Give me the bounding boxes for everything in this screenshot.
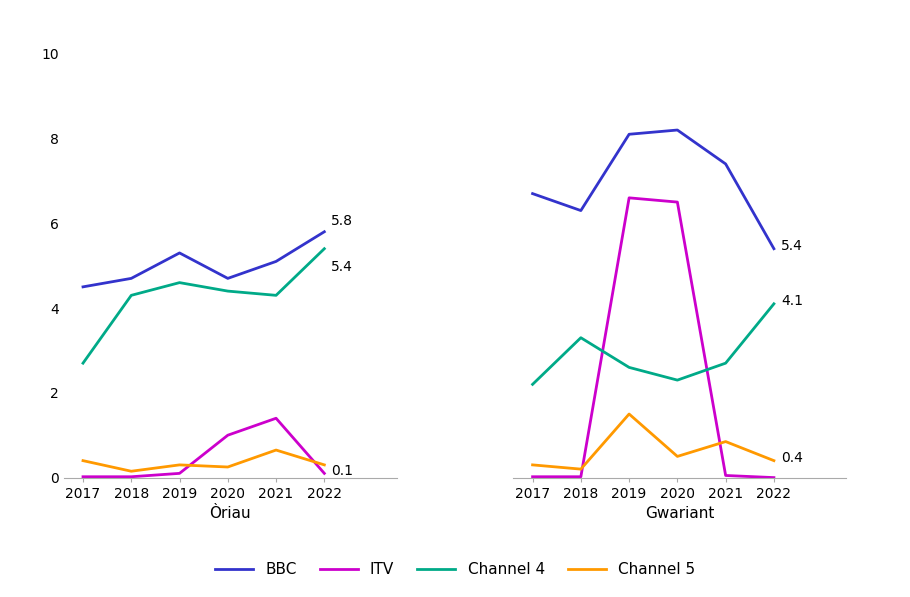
BBC (126, 275, 136, 282)
Channel 5 (77, 457, 88, 464)
Channel 4 (270, 292, 281, 299)
ITV (527, 473, 538, 481)
Channel 5 (126, 467, 136, 475)
ITV (270, 415, 281, 422)
Channel 4 (527, 381, 538, 388)
Channel 5 (623, 411, 634, 418)
ITV (623, 194, 634, 201)
Text: 5.4: 5.4 (781, 239, 803, 253)
BBC (720, 161, 731, 168)
ITV (77, 473, 88, 481)
Line: BBC: BBC (83, 232, 324, 287)
Channel 4 (77, 359, 88, 367)
Text: 5.8: 5.8 (331, 214, 353, 227)
Channel 4 (222, 288, 233, 295)
Channel 5 (527, 461, 538, 469)
ITV (768, 474, 779, 481)
Channel 5 (318, 461, 329, 469)
Channel 5 (720, 438, 731, 445)
BBC (77, 283, 88, 290)
Line: BBC: BBC (532, 130, 774, 249)
BBC (623, 131, 634, 138)
BBC (768, 245, 779, 253)
ITV (318, 470, 329, 477)
Channel 5 (222, 463, 233, 470)
Text: 0.4: 0.4 (781, 451, 803, 465)
Channel 5 (672, 453, 682, 460)
ITV (222, 432, 233, 439)
Channel 4 (575, 334, 586, 341)
Channel 4 (318, 245, 329, 253)
BBC (270, 258, 281, 265)
Channel 4 (174, 279, 185, 286)
Line: Channel 4: Channel 4 (83, 249, 324, 363)
X-axis label: Gwariant: Gwariant (645, 506, 714, 521)
Channel 5 (768, 457, 779, 464)
Channel 5 (270, 447, 281, 454)
Line: Channel 5: Channel 5 (83, 450, 324, 471)
BBC (318, 228, 329, 235)
Text: 0.1: 0.1 (331, 464, 353, 478)
Channel 4 (720, 359, 731, 367)
Text: 5.4: 5.4 (331, 260, 353, 274)
ITV (575, 473, 586, 481)
Channel 5 (174, 461, 185, 469)
ITV (720, 472, 731, 479)
BBC (575, 207, 586, 214)
Line: ITV: ITV (532, 198, 774, 478)
Text: 4.1: 4.1 (781, 294, 803, 308)
Channel 4 (623, 364, 634, 371)
Channel 4 (768, 300, 779, 307)
Legend: BBC, ITV, Channel 4, Channel 5: BBC, ITV, Channel 4, Channel 5 (208, 556, 702, 583)
ITV (126, 473, 136, 481)
Line: ITV: ITV (83, 418, 324, 477)
BBC (174, 250, 185, 257)
BBC (527, 190, 538, 197)
X-axis label: Òriau: Òriau (209, 506, 251, 521)
ITV (174, 470, 185, 477)
Channel 4 (126, 292, 136, 299)
BBC (672, 127, 682, 134)
Line: Channel 4: Channel 4 (532, 304, 774, 384)
Channel 4 (672, 377, 682, 384)
Channel 5 (575, 466, 586, 473)
Line: Channel 5: Channel 5 (532, 414, 774, 469)
BBC (222, 275, 233, 282)
ITV (672, 198, 682, 205)
